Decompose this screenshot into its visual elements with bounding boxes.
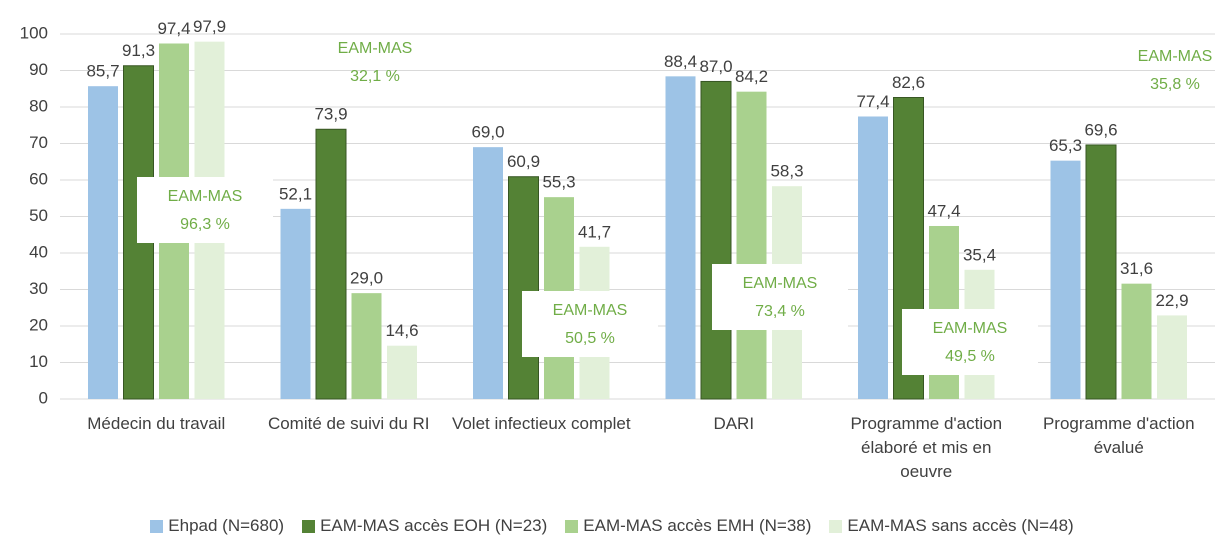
x-tick-label: Programme d'action élaboré et mis en oeu… [850, 414, 1003, 481]
bar [508, 176, 539, 400]
legend-item: EAM-MAS accès EOH (N=23) [302, 516, 547, 536]
annotation: EAM-MAS 50,5 % [522, 291, 658, 357]
annotation-value: 49,5 % [945, 348, 995, 365]
bar [858, 116, 888, 400]
value-label: 82,6 [892, 73, 925, 92]
bar [1050, 160, 1081, 399]
annotation-text: EAM-MAS [338, 40, 413, 57]
value-label: 55,3 [542, 173, 575, 192]
legend-swatch [302, 519, 316, 533]
annotation-text: EAM-MAS [933, 320, 1008, 337]
annotation-box [902, 309, 1038, 375]
value-label: 22,9 [1155, 291, 1188, 310]
annotation-box [137, 177, 273, 243]
value-label: 87,0 [699, 57, 732, 76]
value-label: 41,7 [578, 222, 611, 241]
annotation-text: EAM-MAS [1138, 48, 1213, 65]
value-label: 58,3 [770, 162, 803, 181]
annotation: EAM-MAS 32,1 % [338, 40, 413, 85]
value-label: 14,6 [385, 321, 418, 340]
legend-item: EAM-MAS accès EMH (N=38) [565, 516, 811, 536]
legend-label: Ehpad (N=680) [168, 516, 285, 535]
value-label: 69,6 [1084, 120, 1117, 139]
annotation-box [712, 264, 848, 330]
legend-label: EAM-MAS accès EOH (N=23) [320, 516, 548, 535]
annotation: EAM-MAS 49,5 % [902, 309, 1038, 375]
value-label: 73,9 [314, 105, 347, 124]
annotation-value: 96,3 % [180, 216, 230, 233]
legend-label: EAM-MAS accès EMH (N=38) [583, 516, 812, 535]
y-tick-label: 30 [29, 279, 48, 298]
y-tick-label: 50 [29, 206, 48, 225]
annotation-text: EAM-MAS [553, 302, 628, 319]
value-label: 65,3 [1049, 136, 1082, 155]
annotation: EAM-MAS 35,8 % [1138, 48, 1213, 93]
bar [665, 76, 696, 399]
legend-swatch [565, 519, 579, 533]
annotation-value: 35,8 % [1150, 76, 1200, 93]
value-label: 35,4 [963, 245, 996, 264]
bar [1085, 144, 1117, 400]
value-label: 85,7 [86, 62, 119, 81]
annotation: EAM-MAS 73,4 % [712, 264, 848, 330]
x-tick-label: Comité de suivi du RI [267, 414, 430, 433]
value-label: 69,0 [471, 123, 504, 142]
bar [736, 91, 767, 400]
legend-label: EAM-MAS sans accès (N=48) [847, 516, 1074, 535]
value-label: 29,0 [350, 269, 383, 288]
y-tick-label: 80 [29, 96, 48, 115]
value-label: 52,1 [279, 184, 312, 203]
annotation-value: 73,4 % [755, 303, 805, 320]
legend-swatch [829, 519, 843, 533]
bar [88, 86, 118, 399]
legend-item: Ehpad (N=680) [150, 516, 284, 536]
y-tick-label: 10 [29, 352, 48, 371]
annotation-text: EAM-MAS [743, 275, 818, 292]
value-label: 77,4 [856, 92, 889, 111]
value-label: 88,4 [664, 52, 697, 71]
bar [351, 293, 382, 399]
value-label: 97,4 [157, 19, 190, 38]
value-label: 60,9 [507, 152, 540, 171]
y-tick-label: 20 [29, 315, 48, 334]
y-tick-label: 100 [20, 23, 48, 42]
y-tick-label: 40 [29, 242, 48, 261]
annotation-text: EAM-MAS [168, 188, 243, 205]
bar [315, 128, 347, 400]
x-tick-label: Programme d'action évalué [1042, 414, 1195, 457]
x-tick-label: Médecin du travail [87, 414, 226, 433]
bar [1157, 315, 1187, 399]
value-label: 97,9 [193, 17, 226, 36]
y-tick-label: 0 [39, 388, 48, 407]
bar [280, 208, 311, 399]
legend-item: EAM-MAS sans accès (N=48) [829, 516, 1074, 536]
y-tick-label: 60 [29, 169, 48, 188]
x-tick-label: Volet infectieux complet [451, 414, 631, 433]
value-label: 84,2 [735, 67, 768, 86]
bar [473, 147, 503, 399]
annotation: EAM-MAS 96,3 % [137, 177, 273, 243]
legend-swatch [150, 519, 164, 533]
bar [1121, 283, 1152, 399]
value-label: 31,6 [1120, 259, 1153, 278]
value-labels: 85,791,397,4 97,9 52,1 73,9 29,0 14,6 69,060,9… [86, 17, 1188, 340]
bar [700, 80, 732, 400]
annotation-value: 50,5 % [565, 330, 615, 347]
value-label: 91,3 [122, 41, 155, 60]
annotation-box [522, 291, 658, 357]
x-tick-label: DARI [713, 414, 755, 433]
y-tick-label: 70 [29, 133, 48, 152]
value-label: 47,4 [927, 201, 960, 220]
y-tick-label: 90 [29, 60, 48, 79]
annotation-value: 32,1 % [350, 68, 400, 85]
bar [387, 345, 417, 399]
legend: Ehpad (N=680) EAM-MAS accès EOH (N=23) EAM… [0, 516, 1224, 536]
